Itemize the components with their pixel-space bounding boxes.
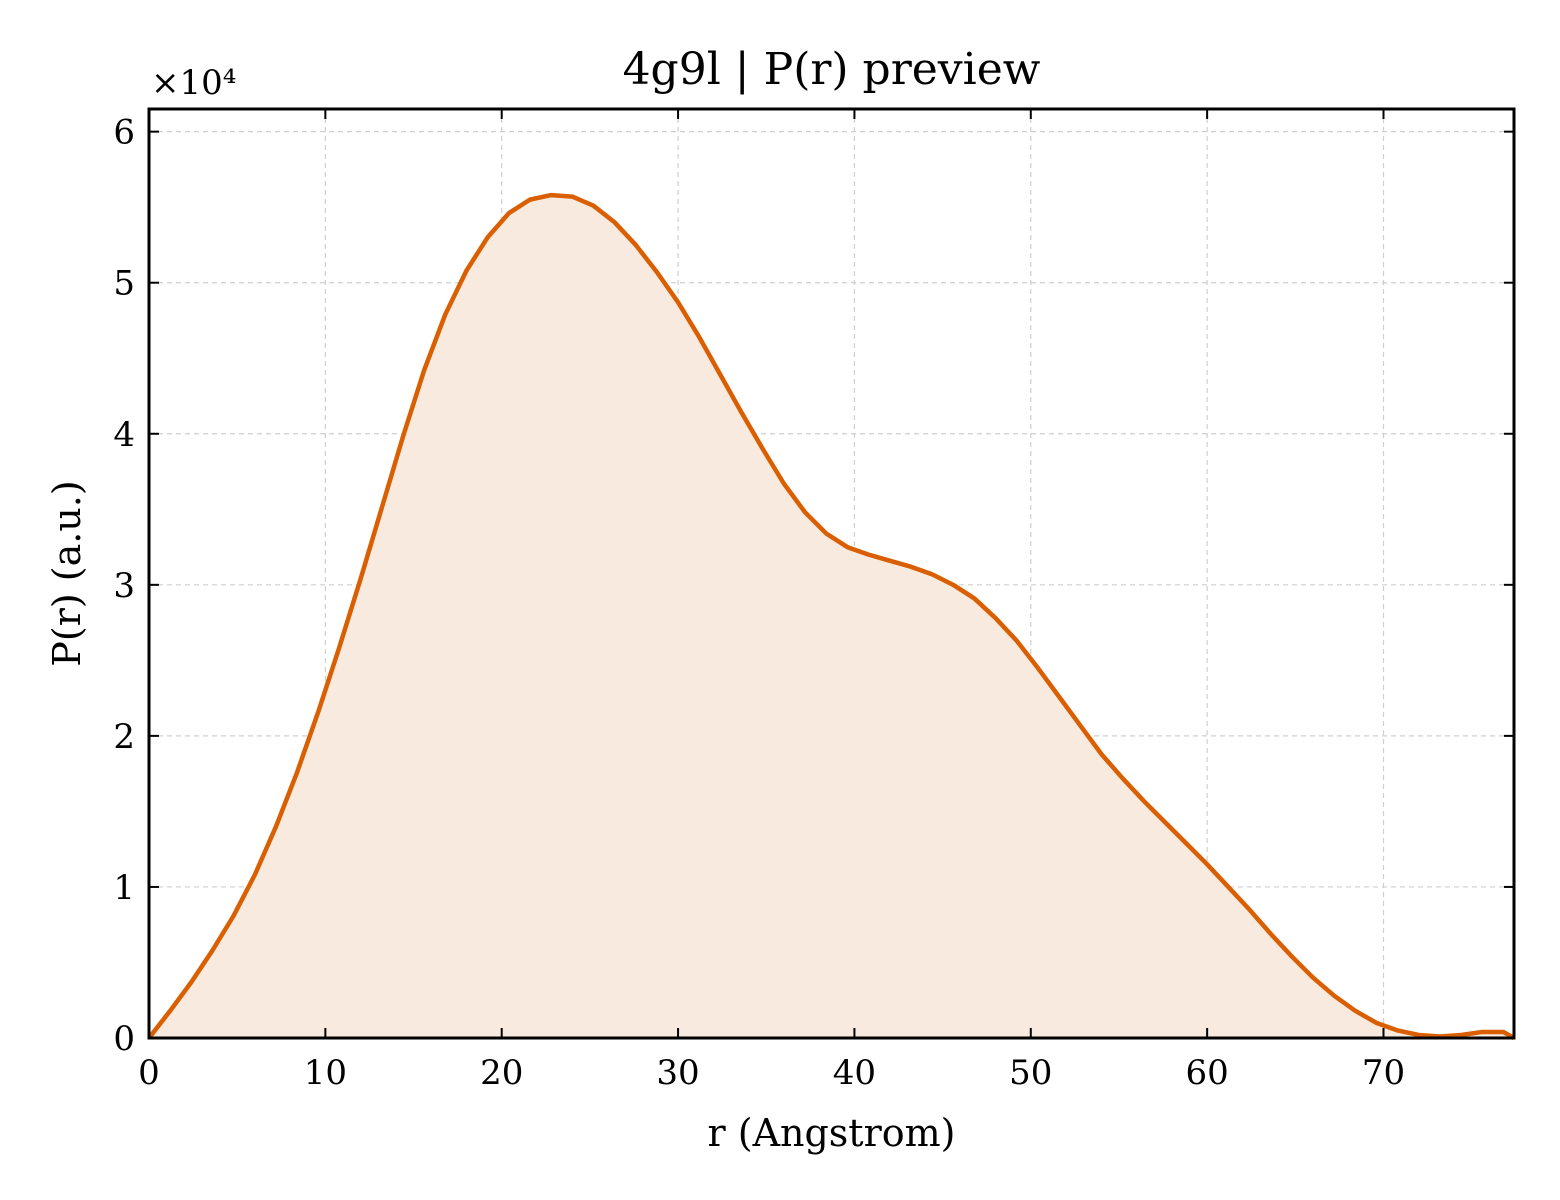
x-tick-label: 30 [656, 1053, 699, 1093]
y-tick-label: 5 [113, 264, 135, 304]
pr-curve-line [147, 192, 1516, 1040]
y-tick-label: 6 [113, 113, 135, 153]
y-tick-label: 4 [113, 415, 135, 455]
y-tick-label: 0 [113, 1019, 135, 1059]
x-tick-label: 70 [1362, 1053, 1405, 1093]
y-axis-label: P(r) (a.u.) [45, 480, 89, 666]
x-tick-label: 10 [304, 1053, 347, 1093]
pr-area-fill [149, 195, 1514, 1039]
x-tick-label: 50 [1009, 1053, 1052, 1093]
x-axis-label: r (Angstrom) [708, 1111, 956, 1155]
x-tick-label: 20 [480, 1053, 523, 1093]
y-tick-label: 1 [113, 868, 135, 908]
x-tick-label: 60 [1186, 1053, 1229, 1093]
chart-title: 4g9l | P(r) preview [623, 44, 1041, 95]
plot-frame [147, 107, 1516, 1040]
x-tick-label: 40 [833, 1053, 876, 1093]
y-tick-label: 3 [113, 566, 135, 606]
x-tick-label: 0 [138, 1053, 160, 1093]
y-axis-multiplier: ×10⁴ [151, 63, 236, 103]
y-tick-label: 2 [113, 717, 135, 757]
